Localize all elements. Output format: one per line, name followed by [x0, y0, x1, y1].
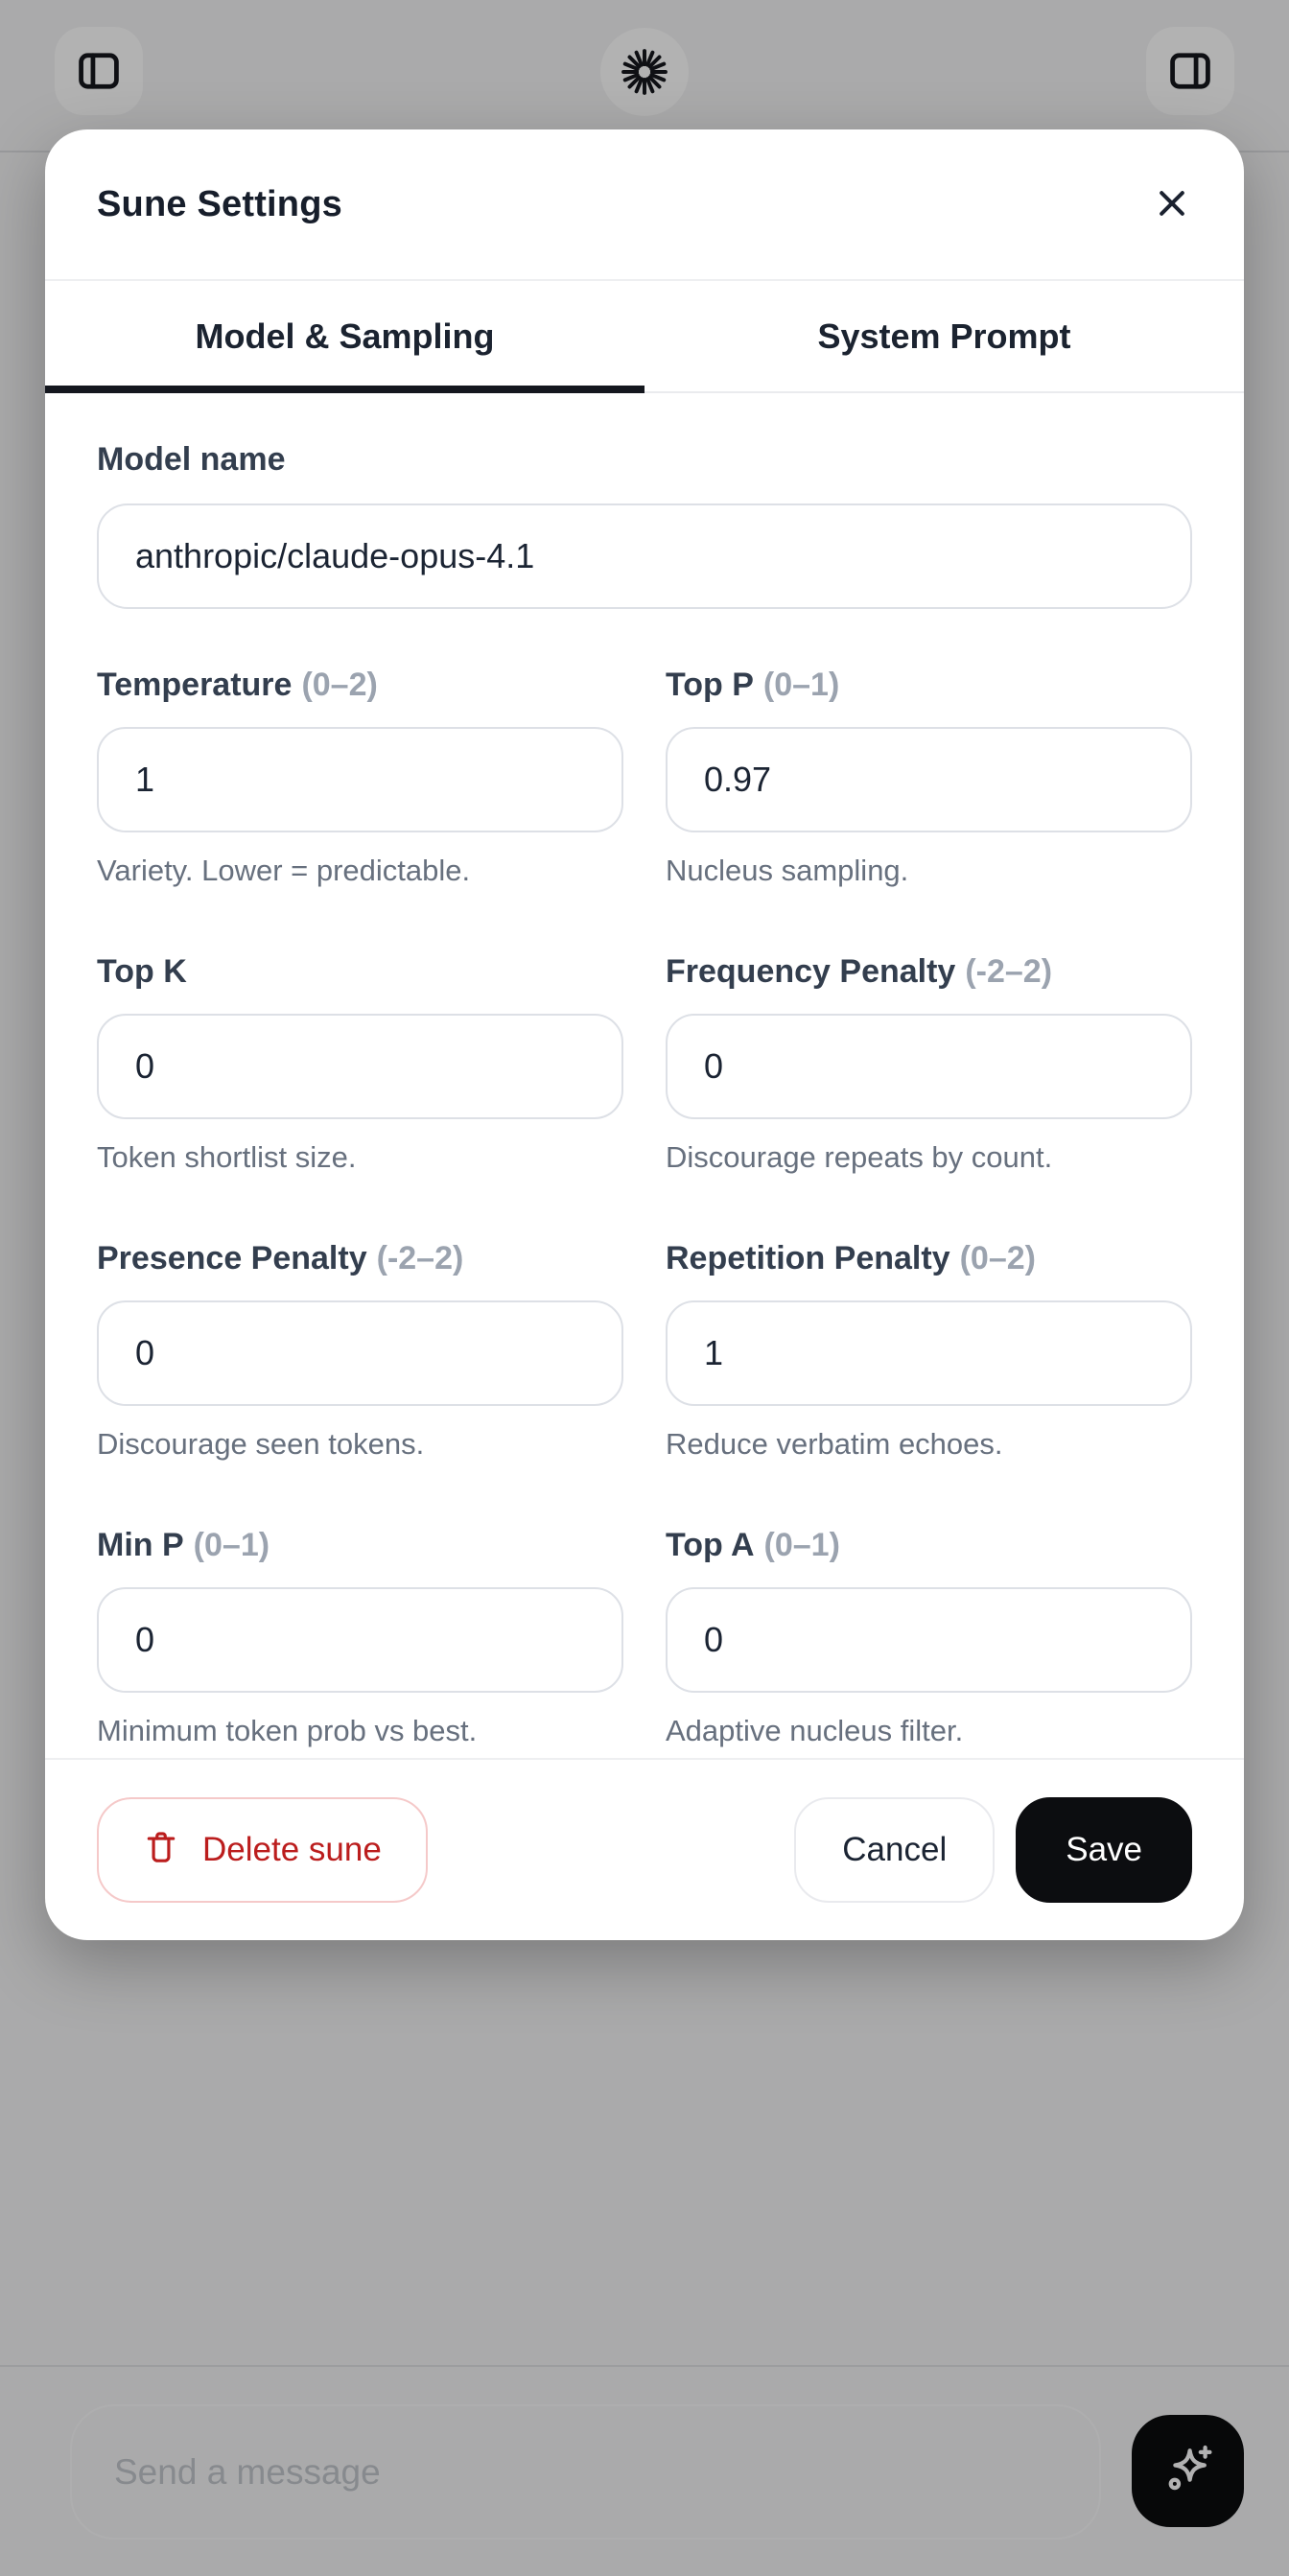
send-message-input[interactable] — [70, 2404, 1101, 2540]
field-range: (0–2) — [959, 1240, 1036, 1276]
field-hint: Token shortlist size. — [97, 1140, 357, 1174]
tab-system-prompt[interactable]: System Prompt — [644, 281, 1244, 391]
field-range: (0–1) — [762, 667, 840, 703]
tab-model-sampling[interactable]: Model & Sampling — [45, 281, 644, 393]
field-range: (0–1) — [193, 1527, 270, 1563]
field-min-p: Min P(0–1) Minimum token prob vs best. — [97, 1527, 623, 1748]
modal-footer: Delete sune Cancel Save — [45, 1758, 1244, 1940]
field-top-a: Top A(0–1) Adaptive nucleus filter. — [666, 1527, 1192, 1748]
field-label: Frequency Penalty (-2–2) — [666, 953, 1053, 990]
modal-header: Sune Settings — [45, 129, 1244, 281]
model-name-label: Model name — [97, 441, 286, 478]
field-hint: Reduce verbatim echoes. — [666, 1427, 1003, 1461]
cancel-button[interactable]: Cancel — [794, 1797, 996, 1903]
starburst-icon — [618, 45, 671, 99]
field-hint: Minimum token prob vs best. — [97, 1714, 478, 1747]
field-label: Presence Penalty (-2–2) — [97, 1240, 464, 1276]
model-name-input[interactable] — [97, 503, 1192, 609]
right-sidebar-toggle-button[interactable] — [1146, 27, 1234, 115]
field-hint: Discourage seen tokens. — [97, 1427, 425, 1461]
cancel-label: Cancel — [842, 1831, 948, 1868]
model-sampling-panel: Model name Temperature(0–2) Variety. Low… — [45, 393, 1244, 1758]
delete-sune-label: Delete sune — [202, 1831, 382, 1868]
field-label: Top A (0–1) — [666, 1527, 840, 1563]
footer-actions: Cancel Save — [794, 1797, 1192, 1903]
sune-logo-button[interactable] — [600, 28, 689, 116]
top-p-input[interactable] — [666, 727, 1192, 832]
settings-tabs: Model & Sampling System Prompt — [45, 281, 1244, 393]
field-label: Top P (0–1) — [666, 667, 840, 703]
close-button[interactable] — [1138, 171, 1206, 238]
field-range: (0–1) — [763, 1527, 840, 1563]
tab-label: System Prompt — [817, 316, 1071, 356]
top-a-input[interactable] — [666, 1587, 1192, 1693]
sune-settings-modal: Sune Settings Model & Sampling System Pr… — [45, 129, 1244, 1940]
left-sidebar-toggle-button[interactable] — [55, 27, 143, 115]
field-label: Repetition Penalty (0–2) — [666, 1240, 1036, 1276]
temperature-input[interactable] — [97, 727, 623, 832]
field-hint: Variety. Lower = predictable. — [97, 854, 471, 887]
field-label: Min P (0–1) — [97, 1527, 270, 1563]
trash-icon — [143, 1828, 179, 1873]
field-range: (-2–2) — [376, 1240, 464, 1276]
field-label: Top K — [97, 953, 187, 990]
repetition-penalty-input[interactable] — [666, 1300, 1192, 1406]
field-temperature: Temperature(0–2) Variety. Lower = predic… — [97, 667, 623, 888]
field-repetition-penalty: Repetition Penalty(0–2) Reduce verbatim … — [666, 1240, 1192, 1462]
close-icon — [1153, 184, 1191, 225]
left-panel-icon — [74, 46, 124, 96]
field-range: (0–2) — [301, 667, 378, 703]
field-hint: Adaptive nucleus filter. — [666, 1714, 964, 1747]
save-button[interactable]: Save — [1016, 1797, 1192, 1903]
frequency-penalty-input[interactable] — [666, 1014, 1192, 1119]
sampling-grid: Temperature(0–2) Variety. Lower = predic… — [97, 667, 1192, 1748]
tab-label: Model & Sampling — [195, 316, 495, 356]
min-p-input[interactable] — [97, 1587, 623, 1693]
field-frequency-penalty: Frequency Penalty(-2–2) Discourage repea… — [666, 953, 1192, 1175]
field-label: Temperature (0–2) — [97, 667, 378, 703]
composer-divider — [0, 2365, 1289, 2367]
save-label: Save — [1066, 1831, 1142, 1868]
top-k-input[interactable] — [97, 1014, 623, 1119]
right-panel-icon — [1165, 46, 1215, 96]
sparkle-icon — [1158, 2439, 1219, 2503]
presence-penalty-input[interactable] — [97, 1300, 623, 1406]
delete-sune-button[interactable]: Delete sune — [97, 1797, 428, 1903]
send-button[interactable] — [1132, 2415, 1244, 2527]
field-top-k: Top K Token shortlist size. — [97, 953, 623, 1175]
field-top-p: Top P(0–1) Nucleus sampling. — [666, 667, 1192, 888]
field-presence-penalty: Presence Penalty(-2–2) Discourage seen t… — [97, 1240, 623, 1462]
field-hint: Nucleus sampling. — [666, 854, 909, 887]
modal-title: Sune Settings — [97, 183, 342, 224]
field-hint: Discourage repeats by count. — [666, 1140, 1053, 1174]
field-range: (-2–2) — [965, 953, 1053, 990]
